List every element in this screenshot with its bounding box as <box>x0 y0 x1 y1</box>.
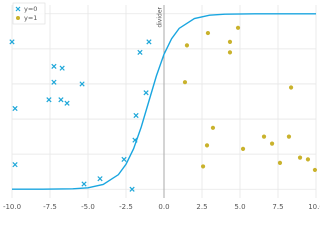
point <box>184 43 190 48</box>
point <box>204 143 210 148</box>
point <box>9 39 15 45</box>
point <box>240 146 246 151</box>
legend: y=0y=1 <box>12 2 46 25</box>
legend-marker <box>16 16 20 20</box>
point <box>227 39 233 44</box>
point <box>146 39 152 45</box>
point <box>51 63 57 70</box>
x-tick-label: -10.0 <box>3 203 21 211</box>
x-tick-label: 0.0 <box>158 203 169 211</box>
legend-box <box>12 2 46 25</box>
divider-label: divider <box>157 6 164 27</box>
point <box>51 79 57 85</box>
point <box>269 141 275 146</box>
x-tick-label: -7.5 <box>43 203 57 211</box>
point <box>121 156 127 163</box>
legend-label: y=0 <box>24 5 37 13</box>
point <box>64 100 70 106</box>
point <box>235 25 241 30</box>
point <box>97 176 103 182</box>
point <box>129 186 135 192</box>
point <box>46 97 52 103</box>
point <box>297 155 303 160</box>
point <box>205 30 211 36</box>
point <box>227 50 233 55</box>
point <box>261 134 267 139</box>
x-tick-label: 7.5 <box>272 203 283 211</box>
x-tick-label: 10.0 <box>308 203 320 211</box>
x-tick-label: -5.0 <box>81 203 95 211</box>
point <box>12 105 18 112</box>
chart: -10.0 -7.5 -5.0 -2.5 0.0 2.5 5.0 7.5 10.0 divider… <box>3 2 320 211</box>
point <box>286 134 292 139</box>
point <box>59 65 65 71</box>
point <box>182 80 188 85</box>
x-tick-label: 5.0 <box>234 203 245 211</box>
point <box>305 157 311 162</box>
point <box>200 164 206 169</box>
legend-marker <box>15 6 21 12</box>
point <box>210 125 216 130</box>
curve <box>11 13 316 190</box>
point <box>288 85 294 90</box>
legend-label: y=1 <box>24 14 37 22</box>
point <box>143 90 149 96</box>
point <box>79 81 85 87</box>
point <box>12 162 18 168</box>
point <box>137 49 143 55</box>
point <box>81 181 87 187</box>
point <box>277 160 283 166</box>
x-tick-label: -2.5 <box>119 203 133 211</box>
point <box>312 167 318 173</box>
point <box>133 112 139 119</box>
point <box>58 97 64 103</box>
x-tick-label: 2.5 <box>196 203 207 211</box>
